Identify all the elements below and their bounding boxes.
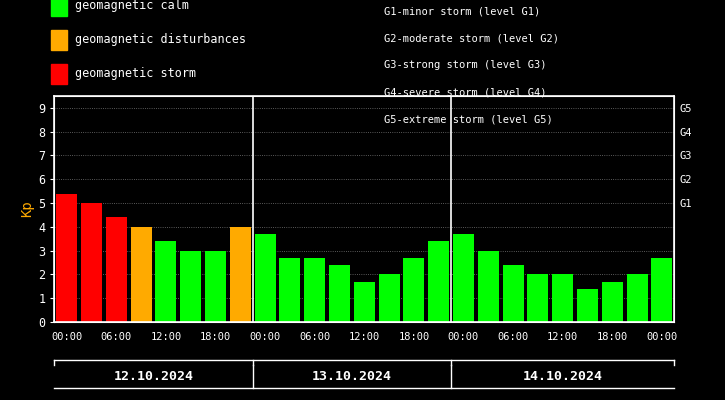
Text: 12:00: 12:00 xyxy=(150,332,181,342)
Bar xyxy=(552,274,573,322)
Text: G1-minor storm (level G1): G1-minor storm (level G1) xyxy=(384,6,541,16)
Bar xyxy=(378,274,399,322)
Bar xyxy=(57,194,78,322)
Bar xyxy=(106,217,127,322)
Text: geomagnetic disturbances: geomagnetic disturbances xyxy=(75,34,246,46)
Bar xyxy=(502,265,523,322)
Text: G4-severe storm (level G4): G4-severe storm (level G4) xyxy=(384,88,547,98)
Text: 13.10.2024: 13.10.2024 xyxy=(312,370,392,382)
Bar xyxy=(254,234,276,322)
Bar xyxy=(453,234,474,322)
Bar xyxy=(279,258,300,322)
Bar xyxy=(155,241,176,322)
Text: 00:00: 00:00 xyxy=(646,332,677,342)
Text: 12.10.2024: 12.10.2024 xyxy=(114,370,194,382)
Bar xyxy=(205,251,226,322)
Bar xyxy=(602,282,623,322)
Text: 12:00: 12:00 xyxy=(547,332,579,342)
Bar xyxy=(626,274,647,322)
Bar xyxy=(577,289,598,322)
Text: 14.10.2024: 14.10.2024 xyxy=(523,370,602,382)
Bar xyxy=(478,251,499,322)
Bar xyxy=(329,265,350,322)
Text: 00:00: 00:00 xyxy=(249,332,281,342)
Bar xyxy=(354,282,375,322)
Bar xyxy=(527,274,548,322)
Bar xyxy=(304,258,326,322)
Bar xyxy=(81,203,102,322)
Text: geomagnetic calm: geomagnetic calm xyxy=(75,0,189,12)
Text: 18:00: 18:00 xyxy=(398,332,429,342)
Text: geomagnetic storm: geomagnetic storm xyxy=(75,68,196,80)
Text: G5-extreme storm (level G5): G5-extreme storm (level G5) xyxy=(384,115,553,125)
Bar xyxy=(181,251,202,322)
Text: G3-strong storm (level G3): G3-strong storm (level G3) xyxy=(384,60,547,70)
Text: 06:00: 06:00 xyxy=(101,332,132,342)
Bar xyxy=(651,258,672,322)
Y-axis label: Kp: Kp xyxy=(20,201,34,217)
Text: 18:00: 18:00 xyxy=(597,332,628,342)
Text: 00:00: 00:00 xyxy=(51,332,83,342)
Text: 00:00: 00:00 xyxy=(448,332,479,342)
Text: 18:00: 18:00 xyxy=(200,332,231,342)
Bar xyxy=(403,258,424,322)
Text: 06:00: 06:00 xyxy=(497,332,529,342)
Bar xyxy=(428,241,450,322)
Text: 06:00: 06:00 xyxy=(299,332,331,342)
Bar xyxy=(230,227,251,322)
Bar xyxy=(130,227,152,322)
Text: G2-moderate storm (level G2): G2-moderate storm (level G2) xyxy=(384,33,559,43)
Text: 12:00: 12:00 xyxy=(349,332,380,342)
